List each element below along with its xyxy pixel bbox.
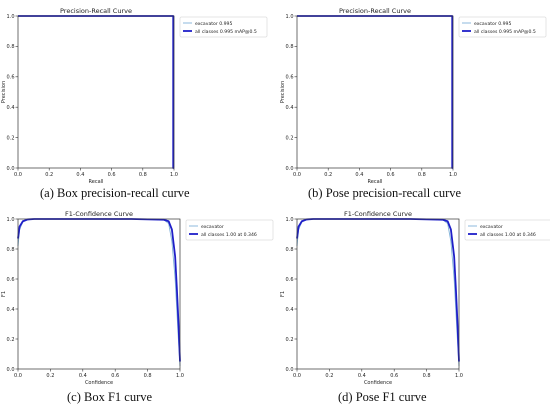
y-axis-label: Precision: [280, 81, 286, 103]
legend-box: [464, 219, 550, 241]
x-tick-label: 0.6: [111, 373, 119, 379]
x-tick-label: 1.0: [170, 172, 178, 178]
chart-panel-d: F1-Confidence Curve 0.0 0.2 0.4 0.6 0.8 1.0 0.0…: [275, 207, 550, 414]
series-line-excavator: [17, 218, 181, 367]
x-tick-label: 0.2: [325, 373, 333, 379]
y-tick-label: 0.2: [7, 337, 15, 343]
legend-label: all classes 0.995 mAP@0.5: [195, 29, 257, 35]
y-tick-label: 0.6: [7, 75, 15, 81]
x-tick-label: 0.0: [14, 172, 22, 178]
y-tick-label: 0.6: [286, 277, 294, 283]
series-line-excavator: [297, 15, 453, 169]
y-tick-label: 0.2: [286, 135, 294, 141]
x-tick-label: 0.0: [14, 373, 22, 379]
plot-frame: [17, 15, 175, 169]
y-axis-label: F1: [1, 291, 7, 297]
chart-title: F1-Confidence Curve: [344, 210, 412, 218]
chart-panel-a: Precision-Recall Curve 0.0 0.2 0.4 0.6 0.8 1.0…: [0, 0, 275, 207]
x-tick-label: 0.4: [79, 373, 87, 379]
x-axis-label: Recall: [368, 179, 383, 185]
y-axis-label: Precision: [1, 81, 7, 103]
legend-label: all classes 1.00 at 0.346: [480, 232, 536, 238]
legend-label: excavator 0.995: [474, 21, 511, 27]
chart-d: F1-Confidence Curve 0.0 0.2 0.4 0.6 0.8 1.0 0.0…: [280, 210, 550, 386]
x-tick-label: 0.2: [324, 172, 332, 178]
x-axis-label: Confidence: [85, 380, 113, 386]
y-tick-label: 1.0: [7, 217, 15, 223]
y-tick-label: 1.0: [286, 14, 294, 20]
x-tick-label: 0.8: [423, 373, 431, 379]
y-tick-label: 0.4: [286, 307, 294, 313]
y-tick-label: 0.8: [286, 44, 294, 50]
x-tick-label: 0.8: [418, 172, 426, 178]
y-tick-label: 0.2: [286, 337, 294, 343]
chart-c: F1-Confidence Curve 0.0 0.2 0.4 0.6 0.8 1.0 0.0…: [1, 210, 274, 386]
x-tick-label: 0.2: [45, 172, 53, 178]
caption-a: (a) Box precision-recall curve: [40, 186, 190, 200]
chart-panel-b: Precision-Recall Curve 0.0 0.2 0.4 0.6 0.8 1.0…: [275, 0, 550, 207]
x-tick-label: 0.4: [355, 172, 363, 178]
x-tick-label: 0.8: [139, 172, 147, 178]
series-line-excavator: [296, 218, 460, 367]
plot-frame: [296, 15, 454, 169]
x-tick-label: 0.4: [358, 373, 366, 379]
y-tick-label: 0.8: [7, 44, 15, 50]
y-tick-label: 1.0: [7, 14, 15, 20]
x-tick-label: 1.0: [449, 172, 457, 178]
x-tick-label: 0.6: [108, 172, 116, 178]
caption-b: (b) Pose precision-recall curve: [308, 186, 462, 200]
y-tick-label: 0.0: [286, 166, 294, 172]
y-tick-label: 0.4: [286, 105, 294, 111]
legend-label: all classes 0.995 mAP@0.5: [474, 29, 536, 35]
x-axis-label: Recall: [89, 179, 104, 185]
legend-label: excavator 0.995: [195, 21, 232, 27]
x-tick-label: 0.4: [76, 172, 84, 178]
series-line-all-classes: [297, 15, 454, 169]
y-tick-label: 0.0: [7, 367, 15, 373]
chart-panel-c: F1-Confidence Curve 0.0 0.2 0.4 0.6 0.8 1.0 0.0…: [0, 207, 275, 414]
y-tick-label: 0.0: [286, 367, 294, 373]
legend-box: [458, 16, 547, 38]
series-line-all-classes: [296, 218, 460, 362]
x-tick-label: 0.2: [46, 373, 54, 379]
x-tick-label: 1.0: [455, 373, 463, 379]
x-tick-label: 0.0: [293, 172, 301, 178]
series-line-excavator: [18, 15, 174, 169]
y-tick-label: 0.6: [286, 75, 294, 81]
caption-d: (d) Pose F1 curve: [338, 390, 427, 404]
chart-title: F1-Confidence Curve: [65, 210, 133, 218]
y-tick-label: 0.8: [7, 247, 15, 253]
x-tick-label: 0.8: [144, 373, 152, 379]
legend-box: [179, 16, 268, 38]
y-tick-label: 0.0: [7, 166, 15, 172]
legend-box: [185, 219, 274, 241]
plot-frame: [296, 218, 460, 370]
chart-b: Precision-Recall Curve 0.0 0.2 0.4 0.6 0.8 1.0…: [280, 7, 547, 185]
x-axis-label: Confidence: [364, 380, 392, 386]
y-axis-label: F1: [280, 291, 286, 297]
y-tick-label: 1.0: [286, 217, 294, 223]
y-tick-label: 0.4: [7, 307, 15, 313]
legend-label: excavator: [480, 224, 503, 230]
series-line-all-classes: [17, 218, 181, 362]
chart-title: Precision-Recall Curve: [339, 7, 411, 15]
legend-label: excavator: [201, 224, 224, 230]
y-tick-label: 0.8: [286, 247, 294, 253]
y-tick-label: 0.6: [7, 277, 15, 283]
x-tick-label: 0.0: [293, 373, 301, 379]
caption-c: (c) Box F1 curve: [67, 390, 153, 404]
legend-label: all classes 1.00 at 0.346: [201, 232, 257, 238]
chart-a: Precision-Recall Curve 0.0 0.2 0.4 0.6 0.8 1.0…: [1, 7, 268, 185]
x-tick-label: 0.6: [387, 172, 395, 178]
y-tick-label: 0.4: [7, 105, 15, 111]
y-tick-label: 0.2: [7, 135, 15, 141]
x-tick-label: 0.6: [390, 373, 398, 379]
chart-title: Precision-Recall Curve: [60, 7, 132, 15]
plot-frame: [17, 218, 181, 370]
x-tick-label: 1.0: [176, 373, 184, 379]
series-line-all-classes: [18, 15, 175, 169]
